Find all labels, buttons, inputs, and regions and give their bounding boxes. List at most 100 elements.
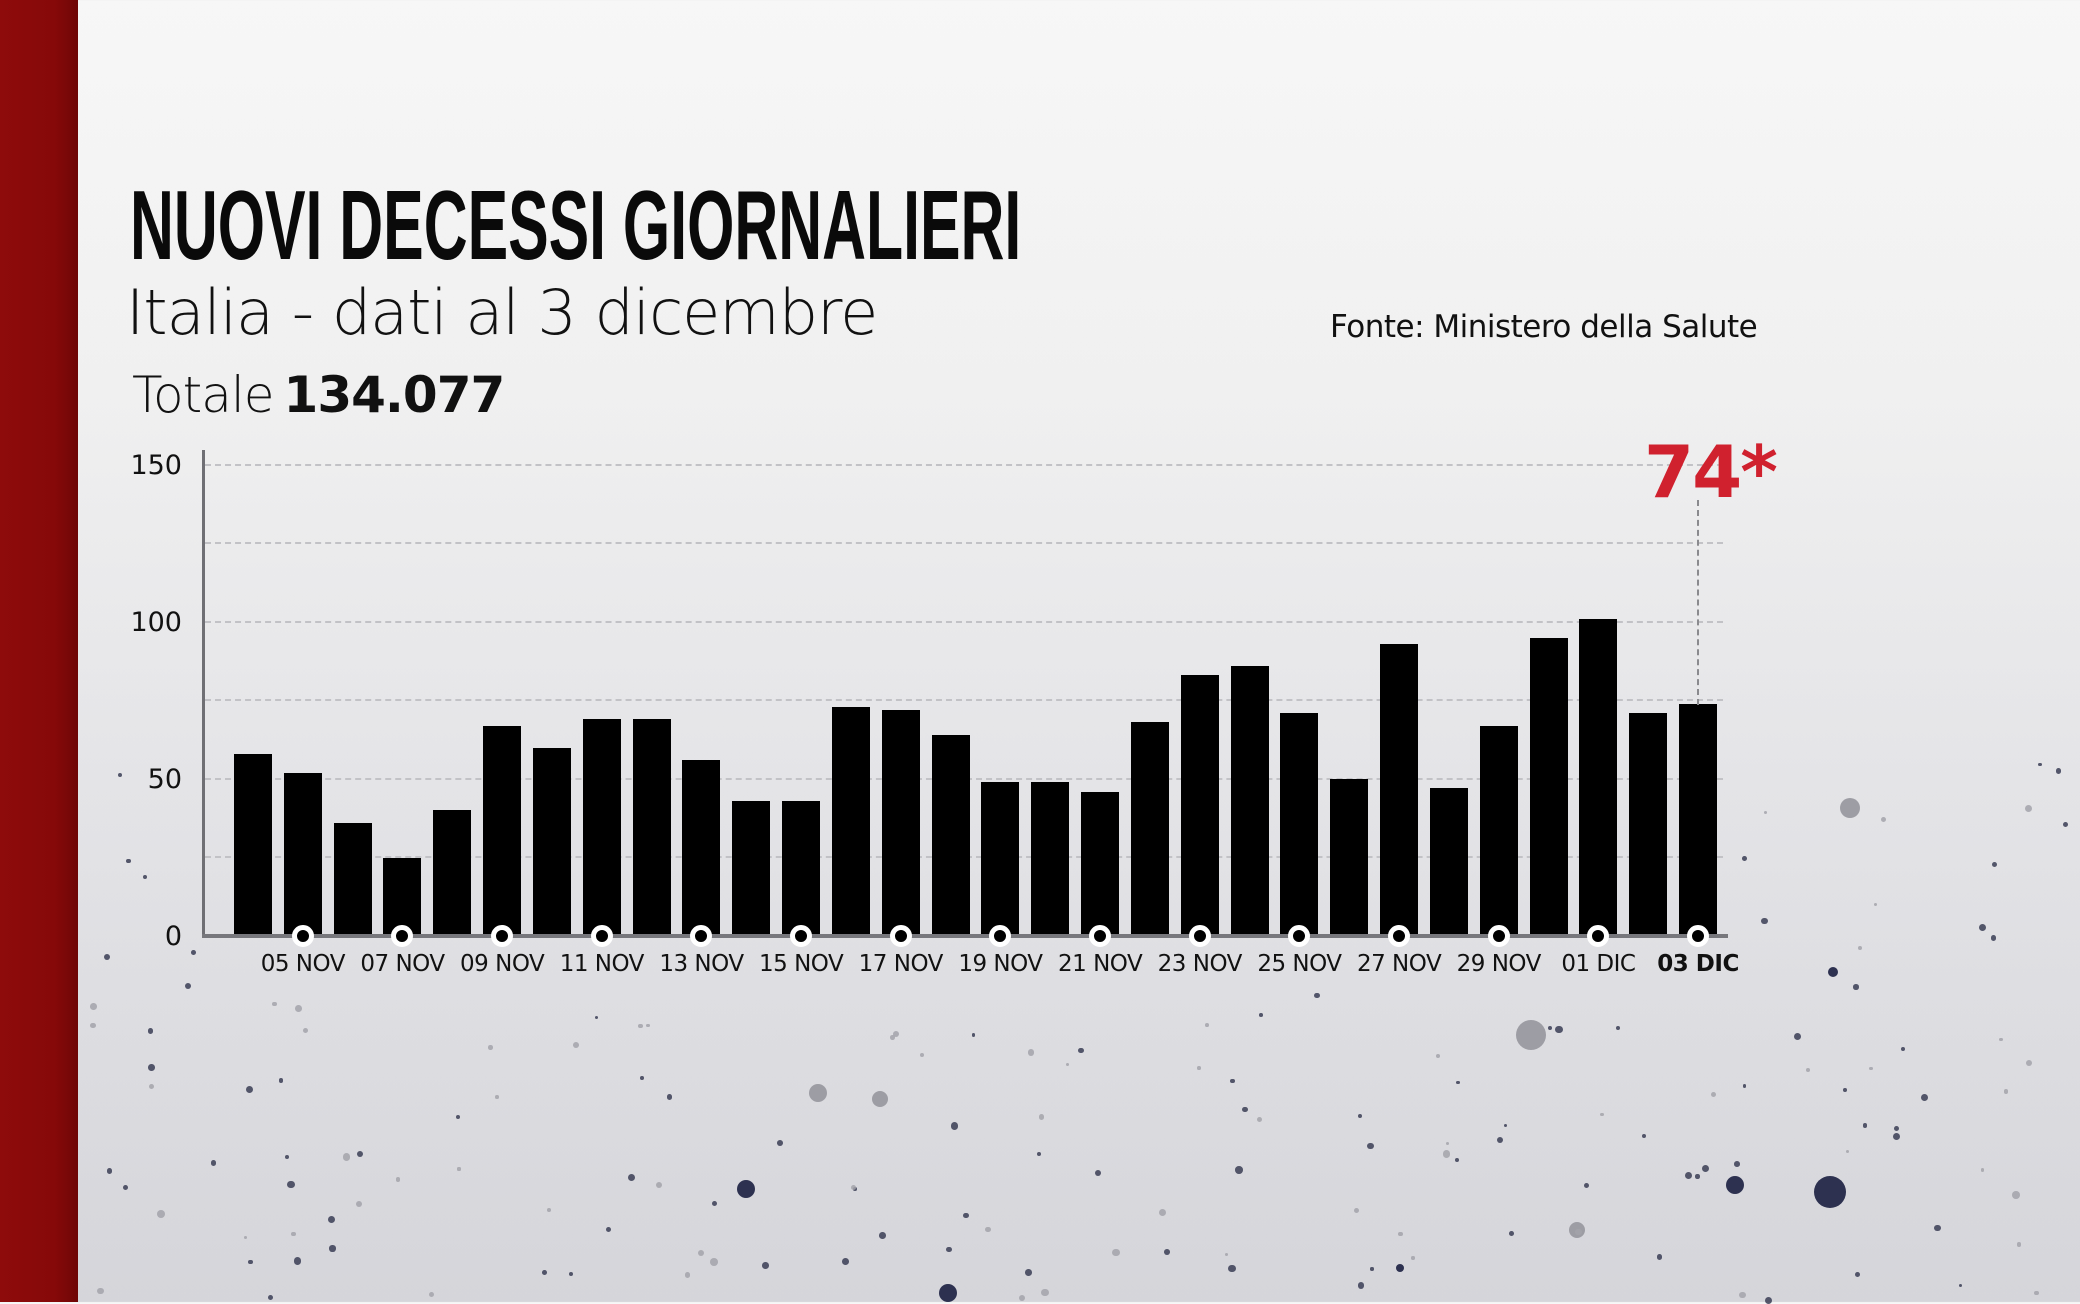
decorative-dot <box>97 1288 104 1295</box>
x-tick-label: 11 NOV <box>559 951 645 977</box>
decorative-dot <box>1840 798 1860 818</box>
bar <box>732 800 771 936</box>
bar <box>1579 618 1618 936</box>
total-value: 134.077 <box>283 366 506 424</box>
decorative-dot <box>1205 1023 1210 1027</box>
x-tick-marker <box>889 925 912 947</box>
decorative-dot <box>1197 1066 1201 1070</box>
decorative-dot <box>1358 1282 1365 1289</box>
decorative-dot <box>1436 1053 1441 1058</box>
decorative-dot <box>267 1294 274 1301</box>
bar <box>1529 637 1568 936</box>
bar <box>483 725 522 936</box>
y-tick-label: 100 <box>130 607 182 638</box>
decorative-dot <box>1900 1046 1905 1052</box>
decorative-dot <box>809 1084 827 1102</box>
decorative-dot <box>2025 804 2033 812</box>
decorative-dot <box>395 1177 401 1183</box>
x-tick-label: 21 NOV <box>1058 951 1143 977</box>
decorative-dot <box>1814 1176 1846 1208</box>
decorative-dot <box>879 1232 886 1239</box>
decorative-dot <box>777 1140 783 1146</box>
decorative-dot <box>1857 946 1862 951</box>
decorative-dot <box>1853 984 1859 990</box>
decorative-dot <box>1111 1248 1120 1257</box>
decorative-dot <box>1314 993 1320 999</box>
decorative-dot <box>1892 1133 1901 1141</box>
decorative-dot <box>248 1260 253 1265</box>
x-tick-marker <box>1587 925 1610 947</box>
decorative-dot <box>1615 1026 1621 1031</box>
decorative-dot <box>1065 1062 1070 1067</box>
x-tick-marker <box>291 925 314 947</box>
decorative-dot <box>246 1085 254 1093</box>
x-tick-marker <box>491 925 514 947</box>
decorative-dot <box>1600 1112 1604 1117</box>
decorative-dot <box>1843 1088 1847 1092</box>
chart-title: NUOVI DECESSI GIORNALIERI <box>130 170 1022 280</box>
decorative-dot <box>1442 1150 1451 1158</box>
y-tick-label: 0 <box>164 921 182 952</box>
bar <box>1230 665 1269 936</box>
decorative-dot <box>1828 967 1838 977</box>
decorative-dot <box>106 1168 113 1174</box>
decorative-dot <box>1555 1025 1564 1034</box>
decorative-dot <box>1367 1142 1375 1150</box>
x-tick-marker <box>690 925 713 947</box>
annotation-leader-line <box>1697 500 1699 705</box>
x-tick-marker <box>391 925 414 947</box>
bar <box>234 753 272 936</box>
decorative-dot <box>103 954 110 961</box>
decorative-dot <box>971 1033 976 1037</box>
decorative-dot <box>1991 862 1997 868</box>
decorative-dot <box>327 1216 335 1224</box>
bar <box>1330 779 1369 936</box>
decorative-dot <box>542 1270 548 1275</box>
decorative-dot <box>1761 917 1768 925</box>
decorative-dot <box>2025 1059 2032 1066</box>
decorative-dot <box>1726 1176 1744 1194</box>
decorative-dot <box>2016 1242 2021 1247</box>
decorative-dot <box>191 949 197 955</box>
x-tick-marker <box>790 925 813 947</box>
decorative-dot <box>893 1030 900 1037</box>
decorative-dot <box>737 1180 755 1198</box>
x-tick-label: 05 NOV <box>260 951 346 977</box>
bar <box>1429 788 1468 936</box>
decorative-dot <box>1028 1049 1035 1056</box>
decorative-dot <box>356 1150 363 1157</box>
decorative-dot <box>118 772 123 777</box>
decorative-dot <box>1040 1288 1049 1297</box>
decorative-dot <box>272 1001 278 1007</box>
bar <box>333 822 372 936</box>
decorative-dot <box>872 1091 888 1107</box>
decorative-dot <box>2003 1088 2009 1094</box>
x-tick-marker <box>1089 925 1112 947</box>
gridline <box>205 542 1723 544</box>
x-tick-label: 07 NOV <box>360 951 445 977</box>
decorative-dot <box>1893 1126 1900 1132</box>
y-axis <box>202 450 205 938</box>
x-tick-marker <box>1388 925 1411 947</box>
side-accent-strip <box>0 0 78 1302</box>
decorative-dot <box>646 1023 650 1027</box>
y-tick-label: 150 <box>130 450 182 481</box>
decorative-dot <box>1642 1134 1647 1139</box>
decorative-dot <box>1370 1267 1374 1271</box>
x-tick-marker <box>1487 925 1510 947</box>
decorative-dot <box>147 1028 153 1034</box>
decorative-dot <box>343 1153 351 1161</box>
decorative-dot <box>1509 1230 1515 1236</box>
x-tick-label: 17 NOV <box>858 951 944 977</box>
bar <box>1280 713 1319 936</box>
decorative-dot <box>890 1035 895 1041</box>
decorative-dot <box>1353 1207 1360 1214</box>
decorative-dot <box>850 1184 857 1190</box>
decorative-dot <box>90 1023 96 1029</box>
decorative-dot <box>1794 1032 1802 1040</box>
decorative-dot <box>1701 1165 1709 1173</box>
bar <box>1180 675 1219 936</box>
decorative-dot <box>90 1003 97 1010</box>
bar <box>1629 713 1668 936</box>
